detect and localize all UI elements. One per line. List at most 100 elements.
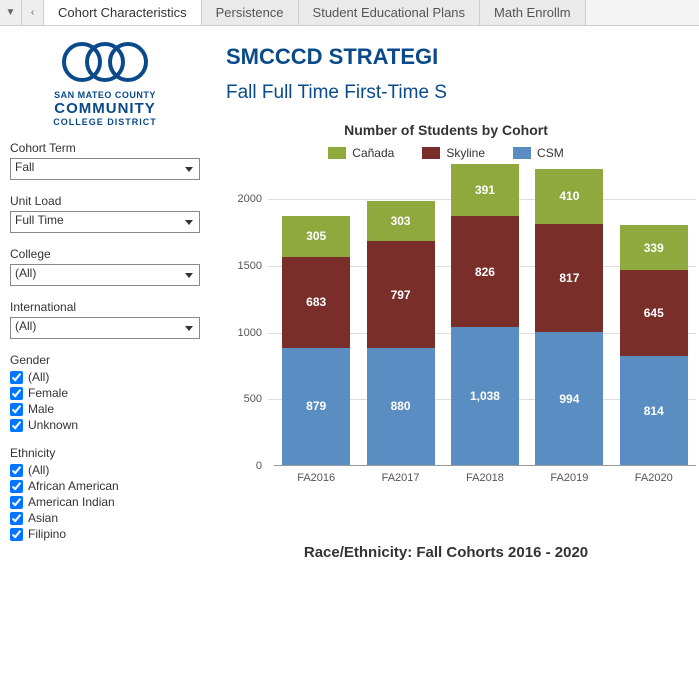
logo-line2: COMMUNITY — [10, 100, 200, 117]
section-title: Race/Ethnicity: Fall Cohorts 2016 - 2020 — [226, 544, 666, 561]
tab-math-enrollment[interactable]: Math Enrollm — [480, 0, 586, 25]
logo-line1: SAN MATEO COUNTY — [10, 90, 200, 100]
filter-label: Unit Load — [10, 194, 200, 208]
checkbox-row: Male — [10, 402, 200, 416]
gender-checkbox[interactable] — [10, 387, 23, 400]
legend-label: Skyline — [446, 146, 485, 160]
x-tick-label: FA2017 — [367, 472, 435, 484]
select-college[interactable]: (All) — [10, 264, 200, 286]
checkbox-label: Female — [28, 386, 68, 400]
ethnicity-checkbox[interactable] — [10, 496, 23, 509]
y-tick-label: 500 — [244, 393, 262, 405]
bar-segment[interactable]: 879 — [282, 348, 350, 465]
select-unit-load[interactable]: Full Time — [10, 211, 200, 233]
legend-item: CSM — [513, 146, 564, 160]
bar-column: 3918261,038 — [451, 164, 519, 465]
checkbox-label: American Indian — [28, 495, 115, 509]
legend-swatch — [422, 147, 440, 159]
select-cohort-term[interactable]: Fall — [10, 158, 200, 180]
checkbox-label: Asian — [28, 511, 58, 525]
select-international[interactable]: (All) — [10, 317, 200, 339]
bar-column: 305683879 — [282, 216, 350, 465]
ethnicity-checkbox[interactable] — [10, 512, 23, 525]
ethnicity-checkbox[interactable] — [10, 528, 23, 541]
filter-international: International (All) — [10, 300, 200, 339]
bar-segment[interactable]: 817 — [535, 224, 603, 333]
bar-segment[interactable]: 391 — [451, 164, 519, 216]
bar-segment[interactable]: 645 — [620, 270, 688, 356]
filter-unit-load: Unit Load Full Time — [10, 194, 200, 233]
bar-segment[interactable]: 797 — [367, 241, 435, 347]
legend-label: CSM — [537, 146, 564, 160]
tab-student-plans[interactable]: Student Educational Plans — [299, 0, 481, 25]
gender-checkbox[interactable] — [10, 371, 23, 384]
logo-line3: COLLEGE DISTRICT — [10, 117, 200, 127]
tab-cohort-characteristics[interactable]: Cohort Characteristics — [44, 0, 202, 25]
tabs: ▼ ‹ Cohort Characteristics Persistence S… — [0, 0, 699, 26]
checkbox-row: (All) — [10, 370, 200, 384]
sidebar: SAN MATEO COUNTY COMMUNITY COLLEGE DISTR… — [0, 26, 210, 561]
bar-column: 303797880 — [367, 201, 435, 465]
checkbox-row: (All) — [10, 463, 200, 477]
y-tick-label: 1000 — [238, 327, 262, 339]
content: SMCCCD STRATEGI Fall Full Time First-Tim… — [210, 26, 699, 561]
filter-label: International — [10, 300, 200, 314]
bar-segment[interactable]: 826 — [451, 216, 519, 326]
checkbox-label: Male — [28, 402, 54, 416]
legend-item: Cañada — [328, 146, 394, 160]
bar-segment[interactable]: 305 — [282, 216, 350, 257]
bar-column: 410817994 — [535, 169, 603, 465]
filter-label: Gender — [10, 353, 200, 367]
y-tick-label: 0 — [256, 460, 262, 472]
ethnicity-checkbox[interactable] — [10, 464, 23, 477]
bar-segment[interactable]: 339 — [620, 225, 688, 270]
checkbox-label: (All) — [28, 463, 49, 477]
filter-ethnicity: Ethnicity (All) African American American … — [10, 446, 200, 541]
legend: Cañada Skyline CSM — [226, 146, 666, 160]
x-tick-label: FA2019 — [535, 472, 603, 484]
bar-column: 339645814 — [620, 225, 688, 465]
checkbox-label: (All) — [28, 370, 49, 384]
x-tick-label: FA2018 — [451, 472, 519, 484]
checkbox-row: Asian — [10, 511, 200, 525]
legend-swatch — [328, 147, 346, 159]
logo: SAN MATEO COUNTY COMMUNITY COLLEGE DISTR… — [10, 38, 200, 127]
filter-cohort-term: Cohort Term Fall — [10, 141, 200, 180]
bar-segment[interactable]: 994 — [535, 332, 603, 465]
chart-title: Number of Students by Cohort — [226, 122, 666, 138]
bar-segment[interactable]: 1,038 — [451, 327, 519, 465]
filter-label: College — [10, 247, 200, 261]
page-title: SMCCCD STRATEGI — [226, 44, 699, 70]
bar-segment[interactable]: 683 — [282, 257, 350, 348]
legend-label: Cañada — [352, 146, 394, 160]
y-tick-label: 1500 — [238, 260, 262, 272]
page-subtitle: Fall Full Time First-Time S — [226, 82, 699, 104]
ethnicity-checkbox[interactable] — [10, 480, 23, 493]
bar-segment[interactable]: 303 — [367, 201, 435, 241]
checkbox-label: Filipino — [28, 527, 66, 541]
bar-segment[interactable]: 880 — [367, 348, 435, 465]
checkbox-row: Filipino — [10, 527, 200, 541]
chart: 0500100015002000 30568387930379788039182… — [226, 166, 696, 506]
gender-checkbox[interactable] — [10, 419, 23, 432]
filter-label: Cohort Term — [10, 141, 200, 155]
bar-segment[interactable]: 814 — [620, 356, 688, 465]
tab-persistence[interactable]: Persistence — [202, 0, 299, 25]
checkbox-label: African American — [28, 479, 119, 493]
y-tick-label: 2000 — [238, 193, 262, 205]
gender-checkbox[interactable] — [10, 403, 23, 416]
checkbox-row: American Indian — [10, 495, 200, 509]
logo-rings-icon — [50, 38, 160, 86]
checkbox-row: Unknown — [10, 418, 200, 432]
checkbox-label: Unknown — [28, 418, 78, 432]
x-tick-label: FA2020 — [620, 472, 688, 484]
filter-college: College (All) — [10, 247, 200, 286]
tab-dropdown[interactable]: ▼ — [0, 0, 22, 25]
filter-gender: Gender (All) Female Male Unknown — [10, 353, 200, 432]
checkbox-row: Female — [10, 386, 200, 400]
legend-item: Skyline — [422, 146, 485, 160]
tab-prev[interactable]: ‹ — [22, 0, 44, 25]
legend-swatch — [513, 147, 531, 159]
filter-label: Ethnicity — [10, 446, 200, 460]
bar-segment[interactable]: 410 — [535, 169, 603, 224]
